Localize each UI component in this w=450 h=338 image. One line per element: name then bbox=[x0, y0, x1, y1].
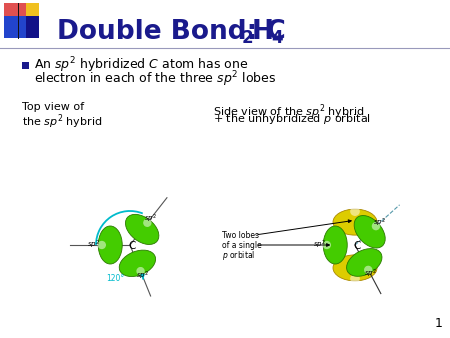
Text: $\mathit{sp}^2$: $\mathit{sp}^2$ bbox=[364, 268, 377, 280]
Ellipse shape bbox=[143, 219, 152, 227]
Text: 2: 2 bbox=[242, 29, 254, 47]
Ellipse shape bbox=[333, 209, 377, 235]
Text: 120°: 120° bbox=[106, 274, 124, 283]
Ellipse shape bbox=[119, 250, 156, 276]
Text: electron in each of the three $\mathit{sp}^2$ lobes: electron in each of the three $\mathit{s… bbox=[34, 69, 276, 89]
Ellipse shape bbox=[346, 248, 382, 276]
Ellipse shape bbox=[323, 241, 331, 249]
Text: the $\mathit{sp}^2$ hybrid: the $\mathit{sp}^2$ hybrid bbox=[22, 112, 103, 130]
Text: Top view of: Top view of bbox=[22, 102, 84, 112]
Bar bbox=[17, 3, 39, 25]
Ellipse shape bbox=[350, 207, 360, 216]
Ellipse shape bbox=[333, 255, 377, 281]
Text: 4: 4 bbox=[271, 29, 283, 47]
Text: Double Bond: C: Double Bond: C bbox=[57, 19, 286, 45]
Bar bbox=[4, 3, 26, 25]
Text: of a single: of a single bbox=[222, 241, 262, 249]
Bar bbox=[22, 62, 29, 69]
Text: $\mathit{sp}^2$: $\mathit{sp}^2$ bbox=[373, 217, 386, 229]
Text: Two lobes: Two lobes bbox=[222, 231, 259, 240]
Text: + the unhybridized $\mathit{p}$ orbital: + the unhybridized $\mathit{p}$ orbital bbox=[213, 112, 371, 126]
Ellipse shape bbox=[126, 214, 159, 244]
Text: 1: 1 bbox=[435, 317, 443, 330]
Bar bbox=[4, 16, 26, 38]
Ellipse shape bbox=[98, 241, 106, 249]
Ellipse shape bbox=[136, 267, 145, 275]
Text: Side view of the $\mathit{sp}^2$ hybrid: Side view of the $\mathit{sp}^2$ hybrid bbox=[213, 102, 364, 121]
Text: C: C bbox=[128, 241, 136, 251]
Text: $\mathit{sp}^2$: $\mathit{sp}^2$ bbox=[314, 239, 327, 251]
Bar bbox=[17, 16, 39, 38]
Ellipse shape bbox=[350, 274, 360, 283]
Ellipse shape bbox=[364, 266, 373, 274]
Text: C: C bbox=[353, 241, 361, 251]
Ellipse shape bbox=[372, 222, 380, 230]
Text: $\mathit{p}$ orbital: $\mathit{p}$ orbital bbox=[222, 248, 255, 262]
Text: $\mathit{sp}^2$: $\mathit{sp}^2$ bbox=[87, 239, 100, 251]
Ellipse shape bbox=[98, 226, 122, 264]
Text: An $\mathit{sp}^2$ hybridized $C$ atom has one: An $\mathit{sp}^2$ hybridized $C$ atom h… bbox=[34, 55, 248, 75]
Ellipse shape bbox=[354, 216, 385, 248]
Ellipse shape bbox=[323, 226, 347, 264]
Text: $\mathit{sp}^2$: $\mathit{sp}^2$ bbox=[144, 213, 157, 225]
Text: H: H bbox=[252, 19, 274, 45]
Text: $\mathit{sp}^2$: $\mathit{sp}^2$ bbox=[136, 269, 149, 282]
